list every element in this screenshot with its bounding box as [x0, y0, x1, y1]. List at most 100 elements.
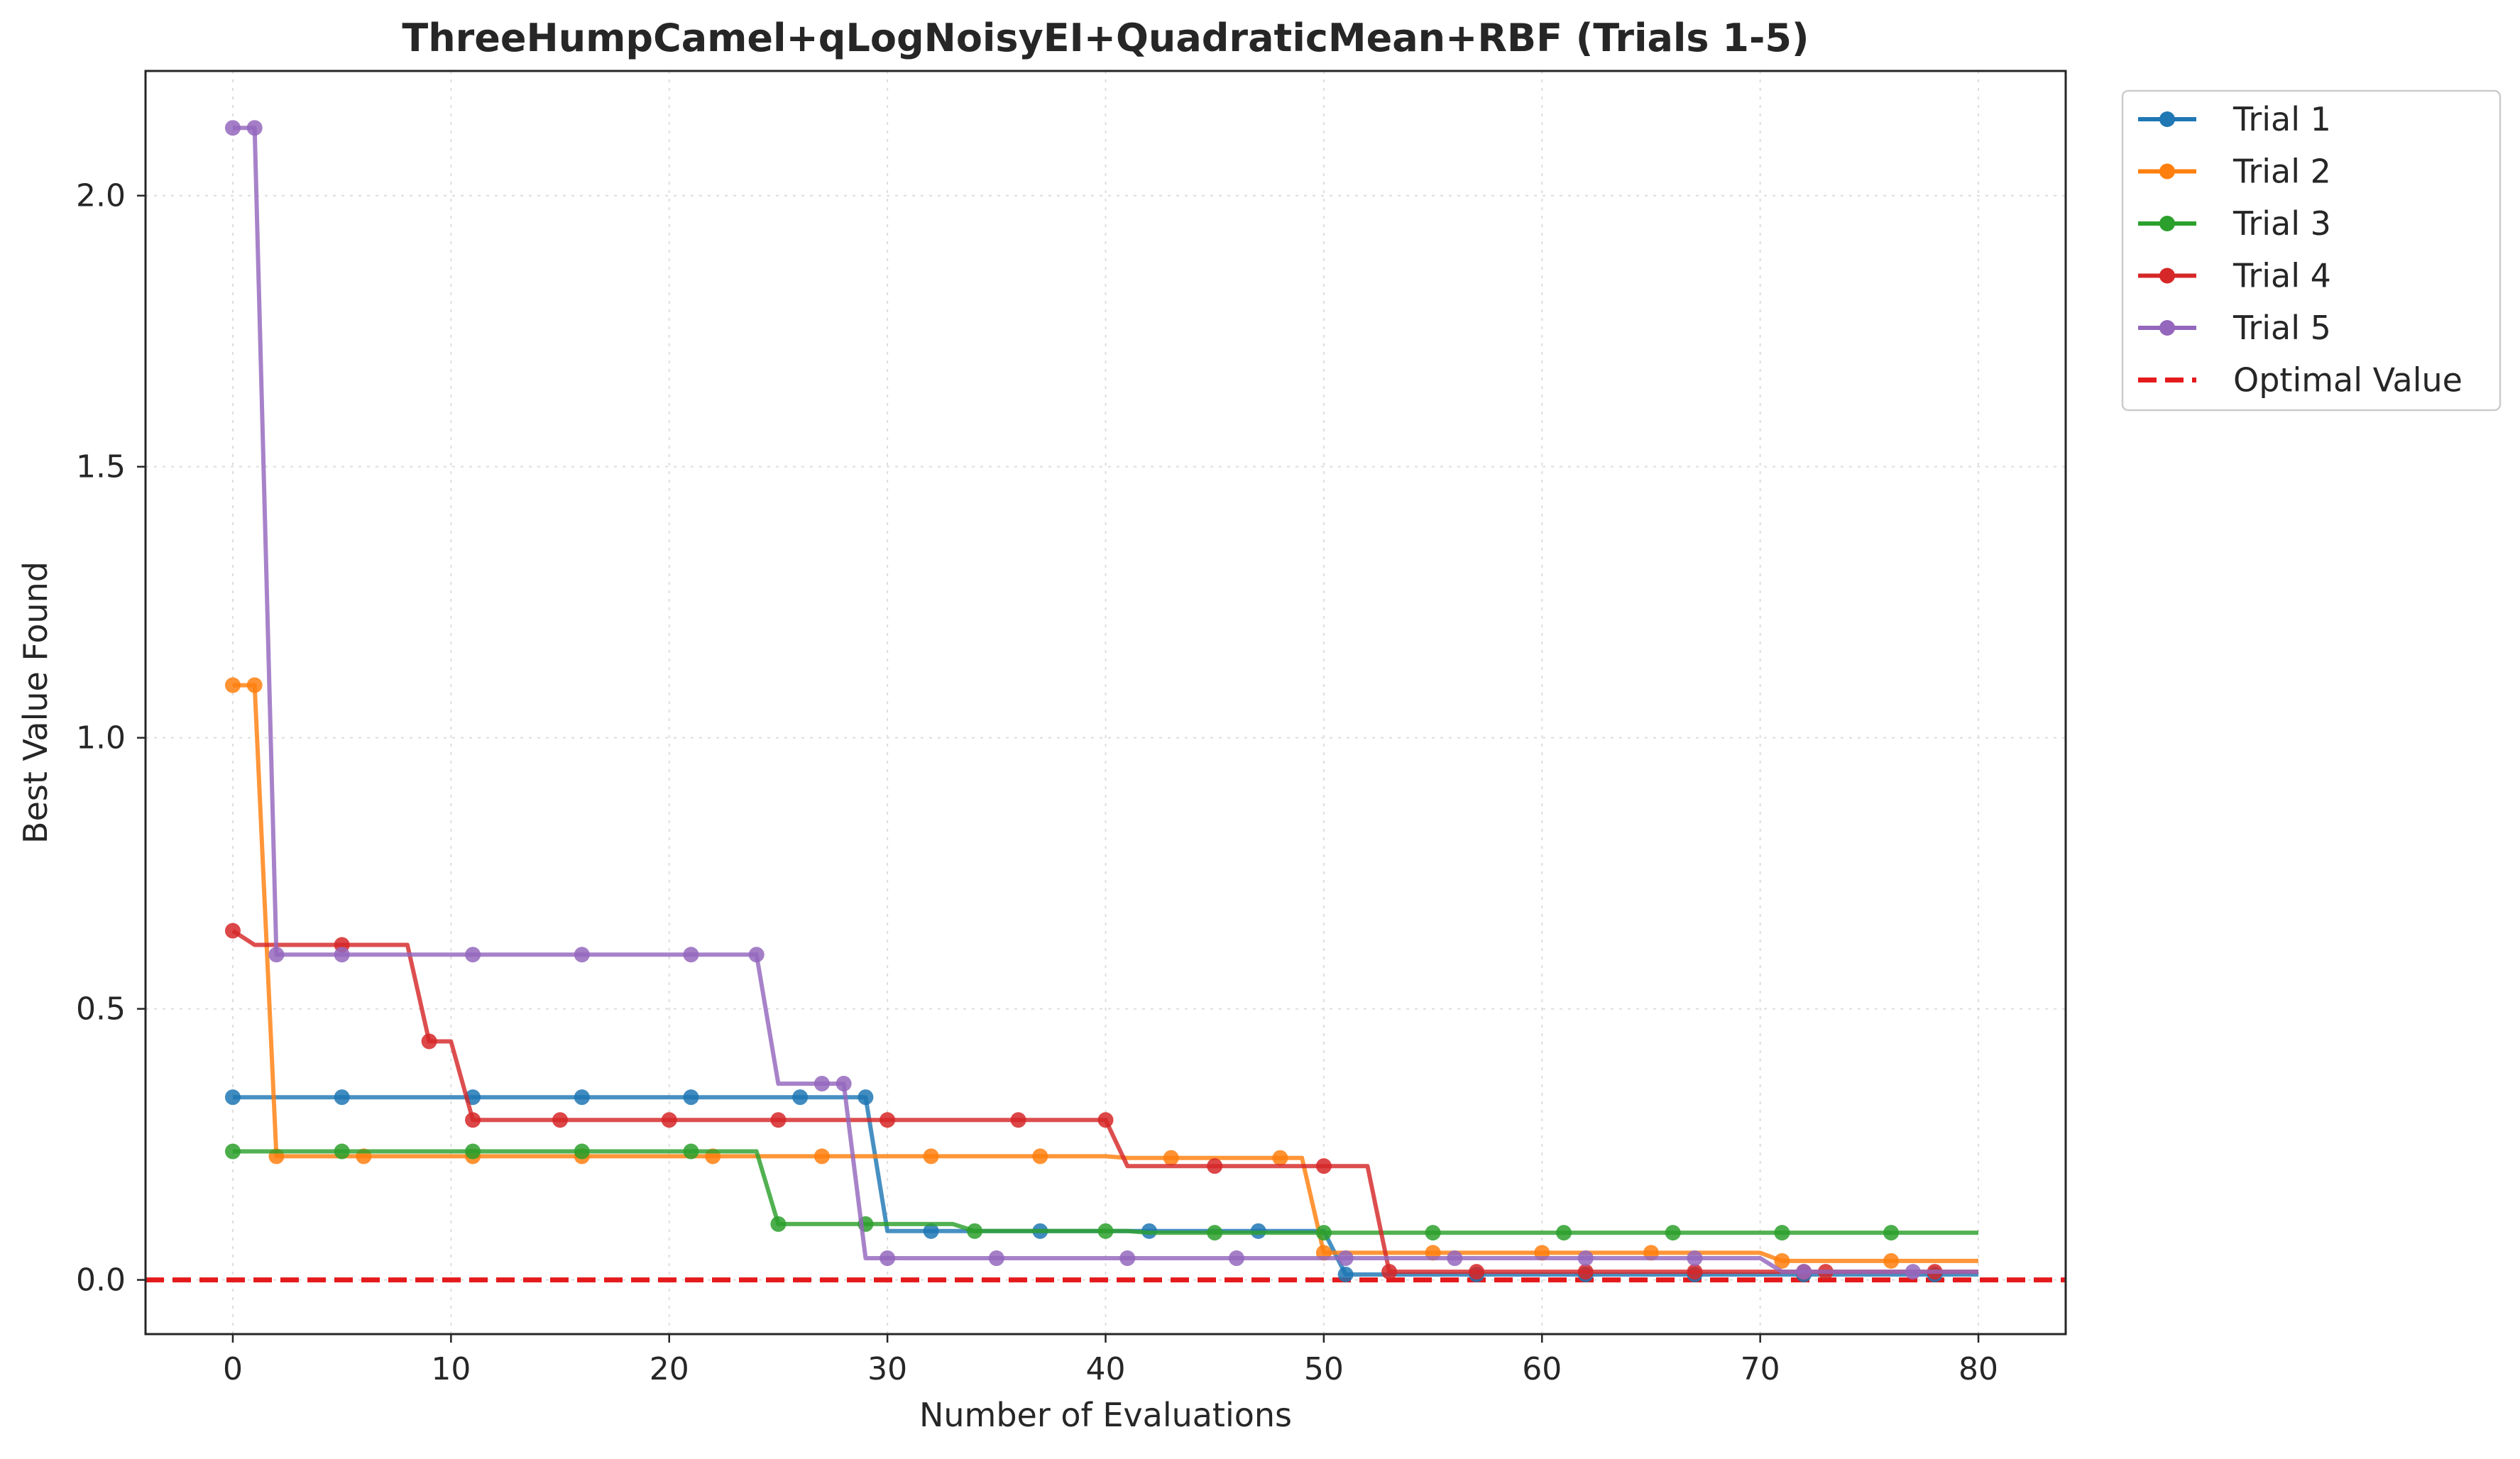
- data-point: [574, 1143, 590, 1160]
- legend-marker: [2159, 320, 2175, 336]
- ticks-layer: 0 10 20 30 40 50 60 70 80 0.0 0.5 1.0 1.5 2.0: [76, 178, 1998, 1387]
- data-point: [334, 947, 350, 963]
- data-point: [246, 120, 263, 136]
- data-point: [923, 1148, 939, 1165]
- data-point: [770, 1112, 787, 1128]
- legend-marker: [2159, 216, 2175, 231]
- legend-label: Optimal Value: [2233, 361, 2463, 400]
- legend-entry: Trial 2: [2138, 153, 2331, 191]
- data-point: [552, 1112, 569, 1128]
- data-point: [1315, 1158, 1332, 1174]
- data-point: [1337, 1250, 1354, 1267]
- data-point: [1905, 1264, 1921, 1280]
- y-tick-label: 0.0: [76, 1262, 126, 1299]
- data-point: [770, 1216, 787, 1232]
- data-point: [1381, 1264, 1398, 1280]
- data-point: [1687, 1264, 1703, 1280]
- data-point: [465, 1112, 481, 1128]
- data-point: [1032, 1148, 1048, 1165]
- data-point: [792, 1089, 809, 1106]
- legend-entry: Trial 5: [2138, 309, 2331, 347]
- legend-label: Trial 3: [2233, 204, 2331, 243]
- data-point: [1665, 1225, 1681, 1241]
- y-tick-label: 0.5: [76, 991, 126, 1028]
- data-point: [813, 1076, 830, 1092]
- data-point: [1687, 1250, 1703, 1267]
- x-axis-label: Number of Evaluations: [919, 1396, 1292, 1434]
- legend-entry: Trial 3: [2138, 204, 2331, 243]
- data-point: [1097, 1223, 1114, 1239]
- data-point: [465, 1143, 481, 1160]
- x-tick-label: 70: [1741, 1351, 1780, 1387]
- data-point: [1883, 1225, 1900, 1241]
- data-point: [683, 947, 699, 963]
- data-point: [1577, 1250, 1594, 1267]
- data-point: [1119, 1250, 1136, 1267]
- data-point: [1207, 1158, 1223, 1174]
- data-point: [1315, 1225, 1332, 1241]
- data-point: [268, 947, 285, 963]
- data-point: [683, 1089, 699, 1106]
- series-trial-3: [224, 1143, 1978, 1241]
- data-point: [574, 947, 590, 963]
- data-point: [1447, 1250, 1463, 1267]
- legend-label: Trial 4: [2233, 257, 2331, 295]
- data-point: [1207, 1225, 1223, 1241]
- data-point: [1228, 1250, 1244, 1267]
- series-layer: [224, 120, 1978, 1282]
- legend-marker: [2159, 268, 2175, 284]
- data-point: [224, 1089, 241, 1106]
- data-point: [988, 1250, 1004, 1267]
- x-tick-label: 30: [867, 1351, 907, 1387]
- data-point: [1774, 1225, 1790, 1241]
- data-point: [1272, 1150, 1288, 1166]
- legend-marker: [2159, 163, 2175, 180]
- data-point: [334, 1143, 350, 1160]
- data-point: [858, 1089, 874, 1106]
- data-point: [923, 1223, 939, 1239]
- data-point: [1469, 1264, 1485, 1280]
- x-tick-label: 60: [1522, 1351, 1562, 1387]
- legend-label: Trial 5: [2233, 309, 2331, 347]
- y-axis-label: Best Value Found: [16, 561, 55, 844]
- legend-marker: [2159, 111, 2175, 127]
- data-point: [880, 1112, 896, 1128]
- data-point: [1883, 1252, 1900, 1269]
- data-point: [224, 1143, 241, 1160]
- data-point: [1774, 1252, 1790, 1269]
- x-tick-label: 10: [431, 1351, 471, 1387]
- data-point: [1425, 1225, 1441, 1241]
- x-tick-label: 50: [1304, 1351, 1344, 1387]
- data-point: [574, 1089, 590, 1106]
- legend-entry: Optimal Value: [2138, 361, 2463, 400]
- data-point: [836, 1076, 852, 1092]
- x-tick-label: 0: [223, 1351, 243, 1387]
- y-tick-label: 1.5: [76, 449, 126, 485]
- data-point: [813, 1148, 830, 1165]
- data-point: [1796, 1264, 1812, 1280]
- x-tick-label: 80: [1959, 1351, 1998, 1387]
- data-point: [224, 923, 241, 939]
- data-point: [334, 1089, 350, 1106]
- data-point: [465, 947, 481, 963]
- series-trial-5: [224, 120, 1978, 1280]
- data-point: [967, 1223, 983, 1239]
- series-line: [233, 1149, 1978, 1235]
- data-point: [246, 677, 263, 693]
- data-point: [683, 1143, 699, 1160]
- data-point: [1163, 1150, 1179, 1166]
- legend: Trial 1 Trial 2 Trial 3 Trial 4 Trial 5 Optim…: [2121, 89, 2502, 412]
- data-point: [1337, 1266, 1354, 1282]
- data-point: [224, 120, 241, 136]
- legend-label: Trial 2: [2233, 153, 2331, 191]
- series-line: [233, 683, 1978, 1263]
- y-tick-label: 1.0: [76, 720, 126, 756]
- data-point: [880, 1250, 896, 1267]
- grid-layer: [146, 71, 2066, 1334]
- data-point: [748, 947, 765, 963]
- data-point: [1010, 1112, 1026, 1128]
- legend-entry: Trial 4: [2138, 257, 2331, 295]
- data-point: [1097, 1112, 1114, 1128]
